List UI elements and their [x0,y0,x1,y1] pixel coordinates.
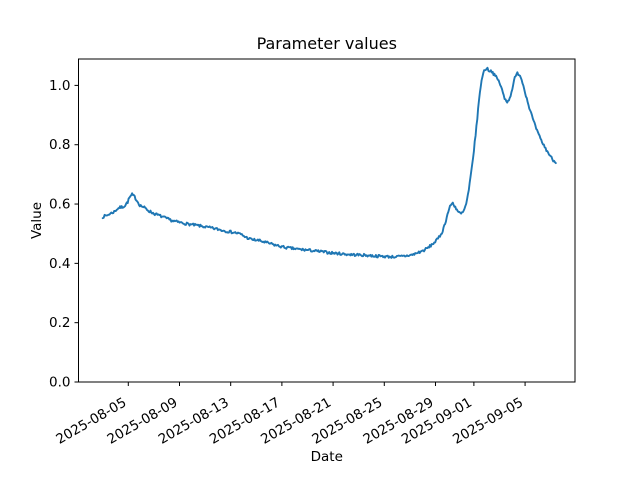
y-tick-label: 0.0 [49,375,70,391]
chart-title: Parameter values [257,34,397,53]
x-axis-ticks: 2025-08-052025-08-092025-08-132025-08-17… [53,382,526,448]
parameter-values-line [101,66,557,259]
y-tick-label: 1.0 [49,78,70,94]
y-tick-label: 0.4 [49,256,70,272]
y-tick-label: 0.2 [49,315,70,331]
data-line-series [101,66,557,259]
y-tick-label: 0.6 [49,197,70,213]
y-axis-ticks: 0.0 0.2 0.4 0.6 0.8 1.0 [49,78,79,391]
plot-area [78,59,575,382]
y-axis-label: Value [29,202,45,239]
axes-spines [78,58,576,383]
y-tick-label: 0.8 [49,137,70,153]
x-axis-label: Date [311,449,343,465]
